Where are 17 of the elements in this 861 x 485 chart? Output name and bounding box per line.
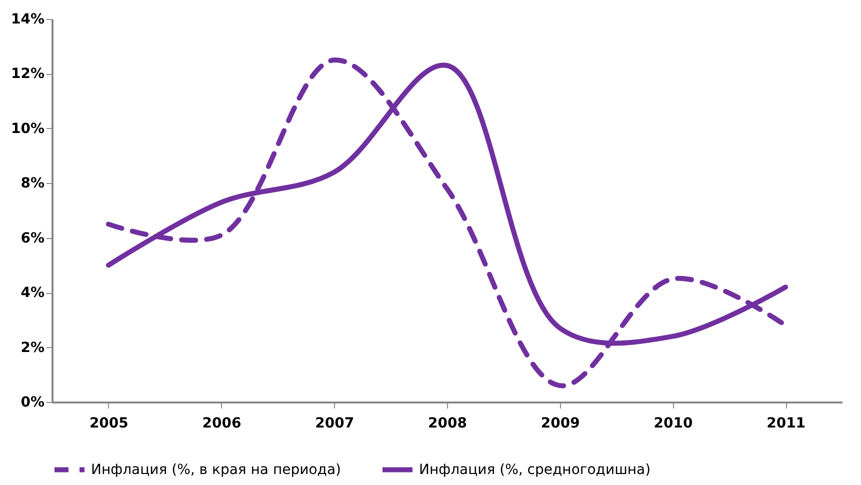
- y-tick-label: 4%: [20, 285, 44, 302]
- x-tick-label: 2011: [766, 416, 806, 432]
- x-tick-label: 2006: [202, 416, 242, 432]
- x-tick-label: 2007: [315, 416, 354, 432]
- y-tick-label: 0%: [20, 394, 44, 410]
- x-tick-label: 2005: [89, 416, 128, 432]
- x-tick-label: 2010: [654, 416, 693, 432]
- y-tick-label: 2%: [20, 340, 44, 356]
- x-tick-label: 2008: [428, 416, 467, 432]
- y-tick-label: 8%: [20, 176, 44, 192]
- legend-label: Инфлация (%, в края на периода): [91, 462, 342, 478]
- y-tick-label: 6%: [20, 230, 44, 246]
- y-tick-label: 14%: [10, 12, 44, 28]
- y-tick-label: 12%: [10, 66, 44, 82]
- x-tick-label: 2009: [540, 416, 580, 432]
- y-tick-label: 10%: [10, 120, 44, 137]
- legend-label: Инфлация (%, средногодишна): [419, 462, 651, 478]
